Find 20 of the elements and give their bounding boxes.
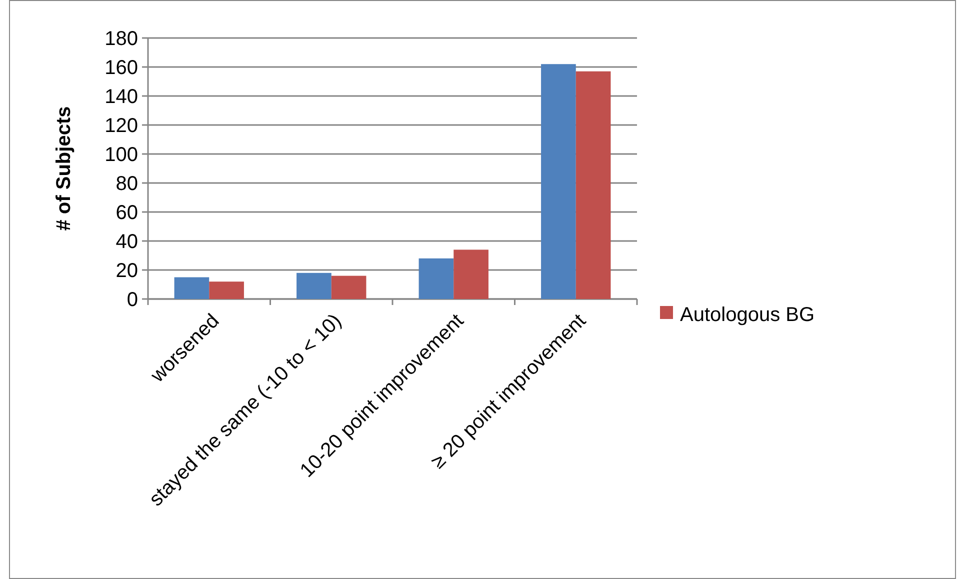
- y-tick-label: 80: [116, 173, 138, 195]
- bar: [209, 282, 244, 299]
- y-tick-label: 40: [116, 231, 138, 253]
- y-tick-label: 20: [116, 260, 138, 282]
- legend-label: Autologous BG: [680, 304, 815, 326]
- bar: [331, 276, 366, 299]
- bar: [174, 277, 210, 299]
- y-tick-label: 140: [104, 86, 138, 108]
- bar: [541, 64, 576, 299]
- y-axis-title: # of Subjects: [53, 106, 75, 231]
- y-tick-label: 120: [104, 115, 138, 137]
- bar: [418, 258, 454, 299]
- bar: [454, 250, 488, 299]
- bar: [576, 71, 611, 299]
- y-tick-label: 180: [104, 28, 138, 50]
- y-tick-label: 160: [104, 57, 138, 79]
- y-tick-label: 60: [116, 202, 138, 224]
- y-tick-label: 100: [104, 144, 138, 166]
- bar: [296, 272, 332, 299]
- y-tick-label: 0: [126, 289, 138, 311]
